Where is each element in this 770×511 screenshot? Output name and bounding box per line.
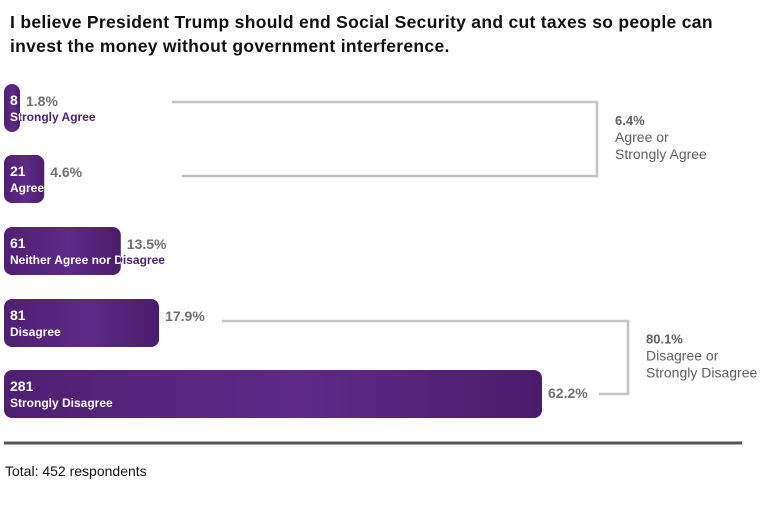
category-label-inner: Neither Agree nor Disagree: [10, 253, 165, 267]
bracket-line: [172, 100, 599, 178]
percent-label: 62.2%: [548, 385, 588, 401]
category-label-inner: Agree: [10, 181, 44, 195]
bar-value-label: 81: [10, 307, 26, 323]
group-label-line1: Agree or: [615, 129, 669, 145]
percent-label: 13.5%: [127, 236, 167, 252]
bar: [4, 155, 45, 203]
category-label: Disagree: [10, 325, 61, 339]
category-label-inner: Strongly Agree: [10, 110, 96, 124]
bar: [4, 299, 160, 347]
category-label: Neither Agree nor Disagree: [10, 253, 165, 267]
total-respondents: Total: 452 respondents: [5, 463, 147, 479]
percent-label: 1.8%: [26, 93, 58, 109]
bar: [4, 370, 542, 418]
percent-label: 4.6%: [50, 164, 82, 180]
category-label: Strongly Disagree: [10, 396, 113, 410]
bar-value-label: 61: [10, 235, 26, 251]
group-label-line2: Strongly Agree: [615, 146, 707, 162]
group-label-line2: Strongly Disagree: [646, 365, 757, 381]
category-label-inner: Disagree: [10, 325, 61, 339]
bracket-line: [222, 319, 630, 396]
bar-value-label: 281: [10, 378, 34, 394]
bar-value-label: 21: [10, 163, 26, 179]
bar-value-label: 8: [10, 92, 18, 108]
category-label-inner: Strongly Disagree: [10, 396, 113, 410]
percent-label: 17.9%: [165, 308, 205, 324]
category-label: Strongly Agree: [10, 110, 96, 124]
group-label-line1: Disagree or: [646, 348, 719, 364]
chart-title: I believe President Trump should end Soc…: [10, 12, 713, 56]
category-label: Agree: [10, 181, 44, 195]
group-percent: 6.4%: [615, 113, 645, 128]
bar: [4, 84, 20, 132]
group-percent: 80.1%: [646, 332, 683, 347]
bar: [4, 227, 121, 275]
